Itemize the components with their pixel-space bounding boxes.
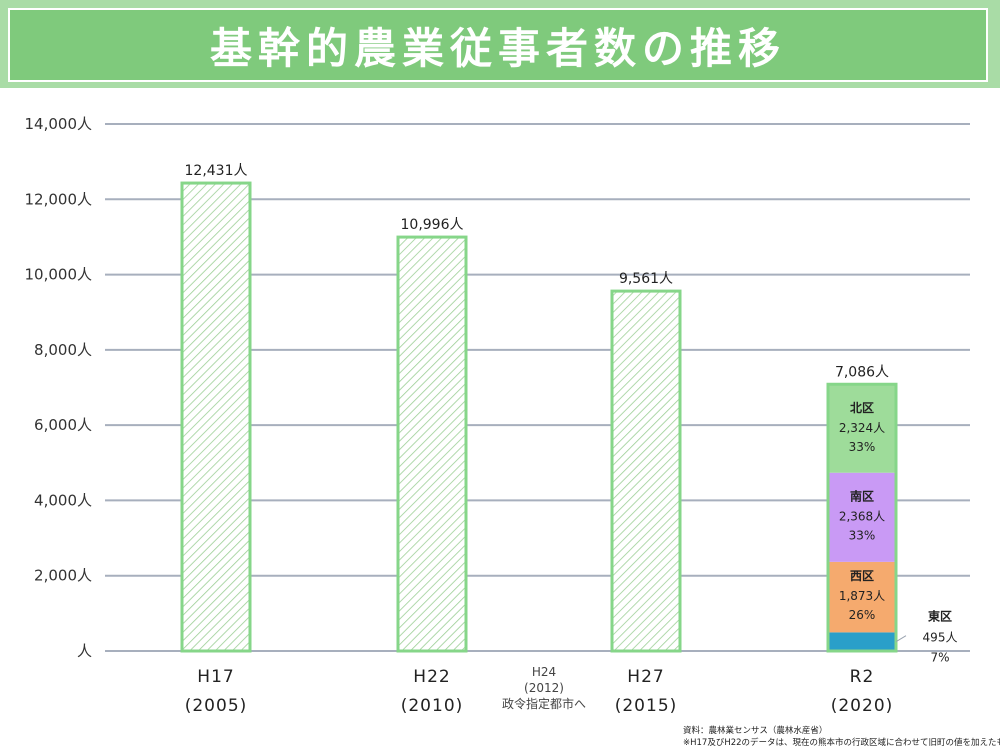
y-tick-label: 14,000人 — [25, 115, 93, 133]
annotation-line: H24 — [532, 665, 556, 679]
y-tick-label: 8,000人 — [34, 341, 92, 359]
stack-segment-北区 — [828, 385, 896, 473]
x-tick-sublabel: (2010) — [401, 696, 464, 716]
x-tick-sublabel: (2015) — [615, 696, 678, 716]
segment-value: 1,873人 — [839, 589, 885, 603]
data-label: 12,431人 — [185, 163, 248, 179]
x-tick-label: H22 — [413, 667, 450, 687]
segment-name: 南区 — [850, 488, 874, 503]
x-tick-label: R2 — [850, 667, 875, 687]
stack-segment-南区 — [828, 472, 896, 562]
x-tick-label: H27 — [627, 667, 664, 687]
x-tick-sublabel: (2020) — [831, 696, 894, 716]
leader-line — [895, 635, 907, 643]
y-tick-label: 12,000人 — [25, 190, 93, 208]
annotation-line: (2012) — [524, 681, 564, 695]
segment-name: 西区 — [850, 569, 874, 583]
bar-chart: 人 2,000人 4,000人 6,000人 8,000人 10,000人 12,000人 1… — [25, 115, 1000, 748]
data-label: 10,996人 — [401, 217, 464, 233]
segment-percent: 33% — [849, 528, 876, 542]
source-note: ※H17及びH22のデータは、現在の熊本市の行政区域に合わせて旧町の値を加えたも… — [683, 737, 1000, 748]
x-tick-label: H17 — [197, 667, 234, 687]
x-tick-sublabel: (2005) — [185, 696, 248, 716]
segment-percent: 26% — [849, 608, 876, 622]
segment-value: 2,368人 — [839, 509, 885, 523]
y-tick-label: 4,000人 — [34, 491, 92, 509]
segment-name: 北区 — [850, 400, 874, 415]
segment-percent: 33% — [849, 440, 876, 454]
source-note: 資料：農林業センサス（農林水産省） — [683, 725, 827, 736]
segment-name: 東区 — [928, 609, 952, 624]
bar-outline-R2 — [826, 382, 898, 653]
y-tick-label: 10,000人 — [25, 266, 93, 284]
data-label: 9,561人 — [619, 271, 673, 287]
segment-value: 495人 — [923, 631, 958, 645]
bar-H17 — [180, 181, 252, 653]
bar-H27 — [610, 289, 682, 653]
stack-segment-西区 — [828, 561, 896, 633]
bar-H22 — [396, 235, 468, 653]
title-band: 基幹的農業従事者数の推移 — [0, 0, 1000, 88]
y-tick-label: 2,000人 — [34, 567, 92, 585]
y-tick-label: 人 — [77, 642, 92, 660]
stack-segment-東区 — [828, 632, 896, 651]
chart-title: 基幹的農業従事者数の推移 — [209, 23, 786, 73]
data-label: 7,086人 — [835, 364, 889, 380]
segment-value: 2,324人 — [839, 421, 885, 435]
annotation-line: 政令指定都市へ — [502, 696, 586, 711]
title-banner: 基幹的農業従事者数の推移 — [8, 8, 988, 82]
y-tick-label: 6,000人 — [34, 416, 92, 434]
segment-percent: 7% — [930, 651, 949, 665]
